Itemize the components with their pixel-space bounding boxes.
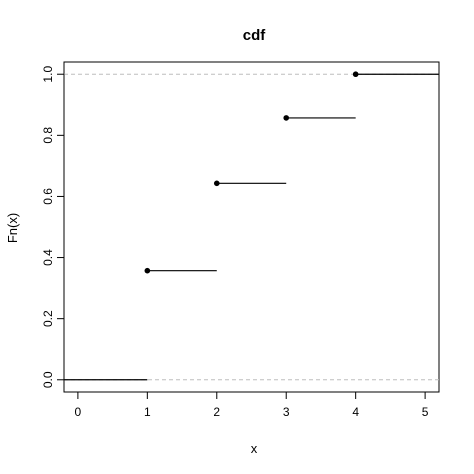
reference-lines bbox=[64, 73, 439, 381]
data-point-3 bbox=[352, 71, 359, 78]
y-tick-label-5: 1.0 bbox=[41, 66, 55, 83]
y-tick-label-4: 0.8 bbox=[41, 127, 55, 144]
y-tick-label-3: 0.6 bbox=[41, 188, 55, 205]
x-tick-label-4: 4 bbox=[352, 405, 359, 419]
data-point-1 bbox=[213, 180, 220, 187]
x-tick-label-2: 2 bbox=[213, 405, 220, 419]
x-axis: 0 1 2 3 4 5 bbox=[75, 391, 429, 419]
y-tick-label-2: 0.4 bbox=[41, 249, 55, 266]
x-axis-title: x bbox=[251, 441, 258, 456]
x-tick-label-5: 5 bbox=[422, 405, 429, 419]
y-axis: 0.0 0.2 0.4 0.6 0.8 1.0 bbox=[41, 66, 65, 388]
chart-title: cdf bbox=[243, 27, 267, 44]
x-tick-label-3: 3 bbox=[283, 405, 290, 419]
data-point-2 bbox=[283, 115, 290, 121]
y-axis-title: Fn(x) bbox=[5, 213, 20, 243]
x-tick-label-1: 1 bbox=[144, 405, 151, 419]
y-tick-label-1: 0.2 bbox=[41, 310, 55, 327]
x-tick-label-0: 0 bbox=[75, 405, 82, 419]
step-segments bbox=[64, 73, 439, 381]
y-tick-label-0: 0.0 bbox=[41, 371, 55, 388]
data-points bbox=[144, 71, 359, 274]
data-point-0 bbox=[144, 267, 151, 274]
plot-frame bbox=[63, 61, 440, 393]
